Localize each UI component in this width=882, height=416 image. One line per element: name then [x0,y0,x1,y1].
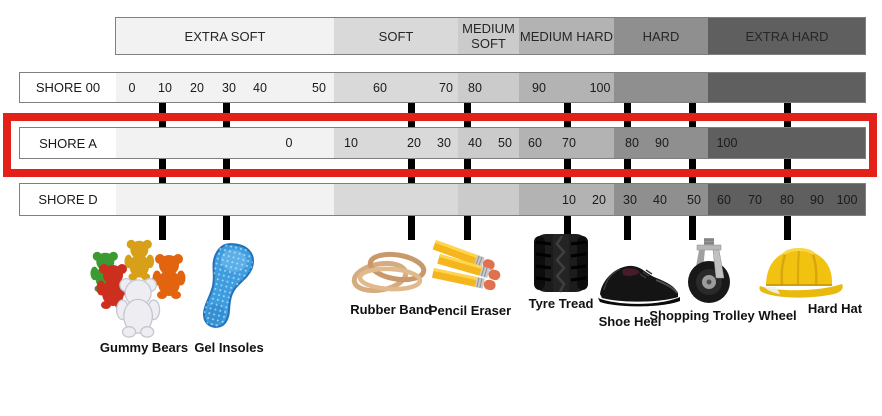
scale-value: 100 [716,136,738,150]
category-medium-soft: MEDIUM SOFT [458,18,519,54]
tick-connector-gel-insoles [223,100,230,240]
row-section-hard [614,73,708,102]
gel-insole-icon [203,243,254,328]
tick-connector-rubber-band [408,100,415,240]
scale-value: 90 [810,192,824,207]
scale-value: 90 [532,80,546,95]
tyre-tread-icon [534,234,588,293]
shore-d-row: SHORE D 10 20 30 40 50 60 70 80 90 100 [19,183,866,216]
scale-value: 10 [344,136,358,150]
tick-connector-trolley-wheel [689,100,696,240]
category-label: SOFT [378,28,414,44]
row-section-medium-hard [519,73,614,102]
row-section-extra-hard [708,73,865,102]
tick-connector-tyre-tread [564,100,571,240]
scale-value: 80 [625,136,639,150]
row-section-extra-soft [116,128,334,158]
example-label-trolley-wheel: Shopping Trolley Wheel [649,308,797,323]
category-medium-hard: MEDIUM HARD [519,18,614,54]
example-label-hard-hat: Hard Hat [807,301,863,316]
category-label: EXTRA HARD [745,28,829,44]
caster-wheel-icon [688,238,730,303]
row-section-soft [334,128,458,158]
scale-value: 30 [437,136,451,150]
scale-name: SHORE D [20,184,116,215]
scale-value: 50 [687,192,701,207]
row-section-extra-hard [708,128,865,158]
example-label-rubber-band: Rubber Band [350,302,432,317]
row-section-soft [334,73,458,102]
row-section-medium-soft [458,128,519,158]
category-header: EXTRA SOFT SOFT MEDIUM SOFT MEDIUM HARD … [115,17,866,55]
scale-value: 30 [222,80,236,95]
scale-value: 60 [717,192,731,207]
row-section-medium-soft [458,73,519,102]
scale-value: 20 [190,80,204,95]
gummy-bears-icon [90,239,186,338]
scale-value: 60 [528,136,542,150]
row-section-soft [334,184,458,215]
category-extra-hard: EXTRA HARD [708,18,865,54]
row-section-medium-hard [519,184,614,215]
example-label-gel-insoles: Gel Insoles [194,340,264,355]
dress-shoe-icon [598,265,680,307]
category-soft: SOFT [334,18,458,54]
scale-value: 30 [623,192,637,207]
scale-value: 60 [373,80,387,95]
scale-value: 0 [285,136,293,150]
category-extra-soft: EXTRA SOFT [116,18,334,54]
scale-value: 90 [655,136,669,150]
scale-value: 50 [498,136,512,150]
scale-value: 70 [439,80,453,95]
row-section-medium-hard [519,128,614,158]
row-section-extra-hard [708,184,865,215]
scale-name: SHORE A [20,128,116,158]
scale-value: 40 [468,136,482,150]
row-section-hard [614,128,708,158]
category-hard: HARD [614,18,708,54]
scale-value: 70 [748,192,762,207]
example-label-tyre-tread: Tyre Tread [528,296,594,311]
example-label-shoe-heel: Shoe Heel [598,314,662,329]
category-label: MEDIUM SOFT [462,21,515,51]
example-label-pencil-eraser: Pencil Eraser [428,303,512,318]
category-label: HARD [642,28,680,44]
scale-value: 40 [253,80,267,95]
scale-value: 0 [128,80,136,95]
scale-value: 80 [468,80,482,95]
row-section-extra-soft [116,184,334,215]
scale-value: 100 [589,80,611,95]
tick-connector-pencil-eraser [464,100,471,240]
tick-connector-shoe-heel [624,100,631,240]
scale-value: 70 [562,136,576,150]
tick-connector-gummy-bears [159,100,166,240]
category-label: EXTRA SOFT [184,28,266,44]
shore-a-row: SHORE A 0 10 20 30 40 50 60 70 80 90 100 [19,127,866,159]
scale-value: 40 [653,192,667,207]
shore-00-row: SHORE 00 0 10 20 30 40 50 60 70 80 90 10… [19,72,866,103]
row-section-extra-soft [116,73,334,102]
scale-value: 80 [780,192,794,207]
pencils-icon [432,239,503,292]
scale-value: 50 [312,80,326,95]
row-section-medium-soft [458,184,519,215]
scale-value: 20 [592,192,606,207]
tick-connector-hard-hat [784,100,791,240]
row-section-hard [614,184,708,215]
scale-name: SHORE 00 [20,73,116,102]
scale-value: 100 [836,192,858,207]
scale-value: 20 [407,136,421,150]
scale-value: 10 [158,80,172,95]
example-label-gummy-bears: Gummy Bears [99,340,189,355]
category-label: MEDIUM HARD [519,28,614,44]
rubber-bands-icon [351,251,427,294]
hard-hat-icon [759,248,843,298]
scale-value: 10 [562,192,576,207]
